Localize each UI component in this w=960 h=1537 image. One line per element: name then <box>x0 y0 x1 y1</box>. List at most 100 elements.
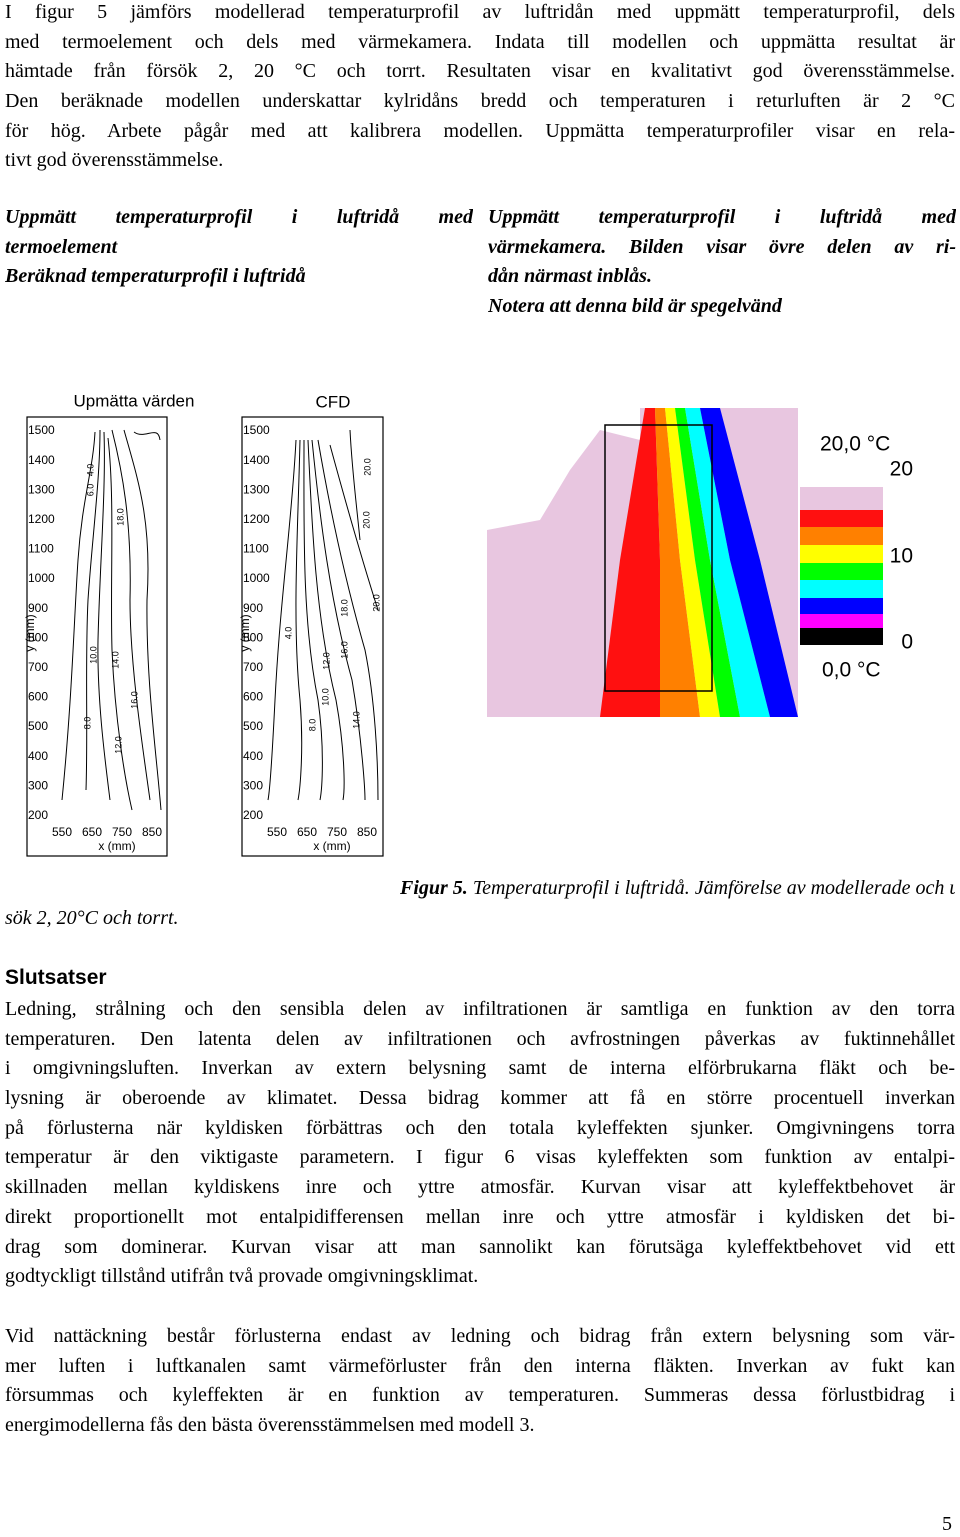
color-swatch <box>800 527 883 545</box>
contour-label: 14.0 <box>351 711 361 729</box>
contour <box>317 439 379 801</box>
y-tick-label: 1100 <box>243 542 269 556</box>
contour <box>97 431 111 801</box>
contour <box>307 439 345 801</box>
y-tick-label: 1200 <box>243 512 270 526</box>
colorbar-tick-label: 0 <box>901 631 913 654</box>
text-line: I figur 5 jämförs modellerad temperaturp… <box>5 1 955 23</box>
plot-frame <box>241 416 384 857</box>
x-axis-label: x (mm) <box>98 839 135 853</box>
contour-label: 4.0 <box>283 627 293 640</box>
contour-label: 16.0 <box>339 641 349 659</box>
text-line: med termoelement och dels med värmekamer… <box>5 30 955 53</box>
contour <box>295 439 303 801</box>
plot-title: CFD <box>316 392 351 411</box>
section-heading: Slutsatser <box>5 966 107 989</box>
intro-paragraph: I figur 5 jämförs modellerad temperaturp… <box>5 0 955 176</box>
text-line: mer luften i luftkanalen samt värmeförlu… <box>5 1354 955 1377</box>
y-tick-label: 1500 <box>243 423 270 437</box>
text-line: drag som dominerar. Kurvan visar att man… <box>5 1235 955 1258</box>
x-tick-label: 850 <box>357 825 377 839</box>
y-tick-label: 800 <box>28 630 48 644</box>
image-marker <box>604 424 713 692</box>
text-line: Ledning, strålning och den sensibla dele… <box>5 998 955 1020</box>
color-swatch <box>800 545 883 563</box>
text-line: Den beräknade modellen underskattar kylr… <box>5 90 955 113</box>
y-tick-label: 900 <box>243 601 263 615</box>
image-region <box>675 408 740 717</box>
contour-label: 4.0 <box>85 464 95 477</box>
y-tick-label: 400 <box>243 749 263 763</box>
contour <box>133 431 161 441</box>
contour <box>123 429 162 811</box>
contour-label: 8.0 <box>307 719 317 732</box>
contour <box>85 429 101 791</box>
text-line: hämtade från försök 2, 20 °C och torrt. … <box>5 60 955 83</box>
y-tick-label: 500 <box>28 719 48 733</box>
y-tick-label: 1400 <box>243 453 270 467</box>
contour-label: 20.0 <box>362 458 372 476</box>
figure-label-left: Uppmätt temperaturprofil i luftridå med t… <box>5 203 473 292</box>
text-line: dån närmast inblås. <box>488 265 652 288</box>
y-tick-label: 1000 <box>28 571 55 585</box>
contour-label: 10.0 <box>88 646 98 664</box>
contour-label: 16.0 <box>129 691 139 709</box>
text-line: termoelement <box>5 235 118 258</box>
x-tick-label: 750 <box>327 825 347 839</box>
contour-label: 20.0 <box>361 511 371 529</box>
y-axis-label: y (mm) <box>23 614 37 651</box>
y-tick-label: 1300 <box>28 482 55 496</box>
contour <box>111 429 151 801</box>
contour-label: 12.0 <box>113 736 123 754</box>
text-line: Uppmätt temperaturprofil i luftridå med <box>5 206 473 228</box>
y-tick-label: 300 <box>243 778 263 792</box>
caption-label: Figur 5. <box>400 877 468 899</box>
y-tick-label: 200 <box>28 808 48 822</box>
y-tick-label: 1100 <box>28 542 54 556</box>
text-line: energimodellerna fås den bästa överensst… <box>5 1414 535 1437</box>
y-axis-label: y (mm) <box>238 614 252 651</box>
image-region <box>487 408 640 530</box>
colorbar: 20,0 °C 0,0 °C <box>800 433 890 682</box>
x-tick-label: 750 <box>112 825 132 839</box>
contour-label: 14.0 <box>110 651 120 669</box>
text-line: i omgivningsluften. Inverkan av extern b… <box>5 1057 955 1080</box>
text-line: godtyckligt tillstånd utifrån två provad… <box>5 1265 479 1288</box>
image-region <box>665 408 720 717</box>
contour <box>267 439 297 801</box>
text-line: temperaturen. Den latenta delen av infil… <box>5 1027 955 1050</box>
caption-line: sök 2, 20°C och torrt. <box>5 906 179 929</box>
page-number: 5 <box>942 1513 952 1535</box>
contour-label: 6.0 <box>85 484 95 497</box>
caption-text: Temperaturprofil i luftridå. Jämförelse … <box>472 877 955 899</box>
color-swatch <box>800 580 883 598</box>
y-tick-label: 600 <box>243 690 263 704</box>
thermal-image <box>487 408 798 717</box>
contour <box>107 437 133 811</box>
text-line: Vid nattäckning består förlusterna endas… <box>5 1325 955 1347</box>
color-swatch <box>800 628 883 645</box>
image-region <box>700 408 798 717</box>
text-line: på förlusterna när kyldisken förbättras … <box>5 1116 955 1139</box>
contours-cfd <box>267 429 379 801</box>
color-swatch <box>800 598 883 614</box>
contour-label: 10.0 <box>320 688 330 706</box>
y-tick-label: 600 <box>28 690 48 704</box>
y-tick-label: 1400 <box>28 453 55 467</box>
color-swatch <box>800 614 883 628</box>
y-tick-label: 700 <box>28 660 48 674</box>
x-tick-label: 650 <box>297 825 317 839</box>
colorbar-top-label: 20,0 °C <box>820 433 890 456</box>
text-line: Notera att denna bild är spegelvänd <box>488 295 782 318</box>
x-tick-label: 650 <box>82 825 102 839</box>
figure-label-right: Uppmätt temperaturprofil i luftridå med v… <box>488 203 956 322</box>
color-swatch <box>800 487 883 510</box>
y-tick-label: 700 <box>243 660 263 674</box>
contour <box>329 444 379 611</box>
paragraph: Vid nattäckning består förlusterna endas… <box>5 1322 955 1441</box>
y-tick-label: 800 <box>243 630 263 644</box>
x-tick-label: 850 <box>142 825 162 839</box>
colorbar-tick-label: 20 <box>890 458 913 481</box>
text-line: Uppmätt temperaturprofil i luftridå med <box>488 206 956 228</box>
